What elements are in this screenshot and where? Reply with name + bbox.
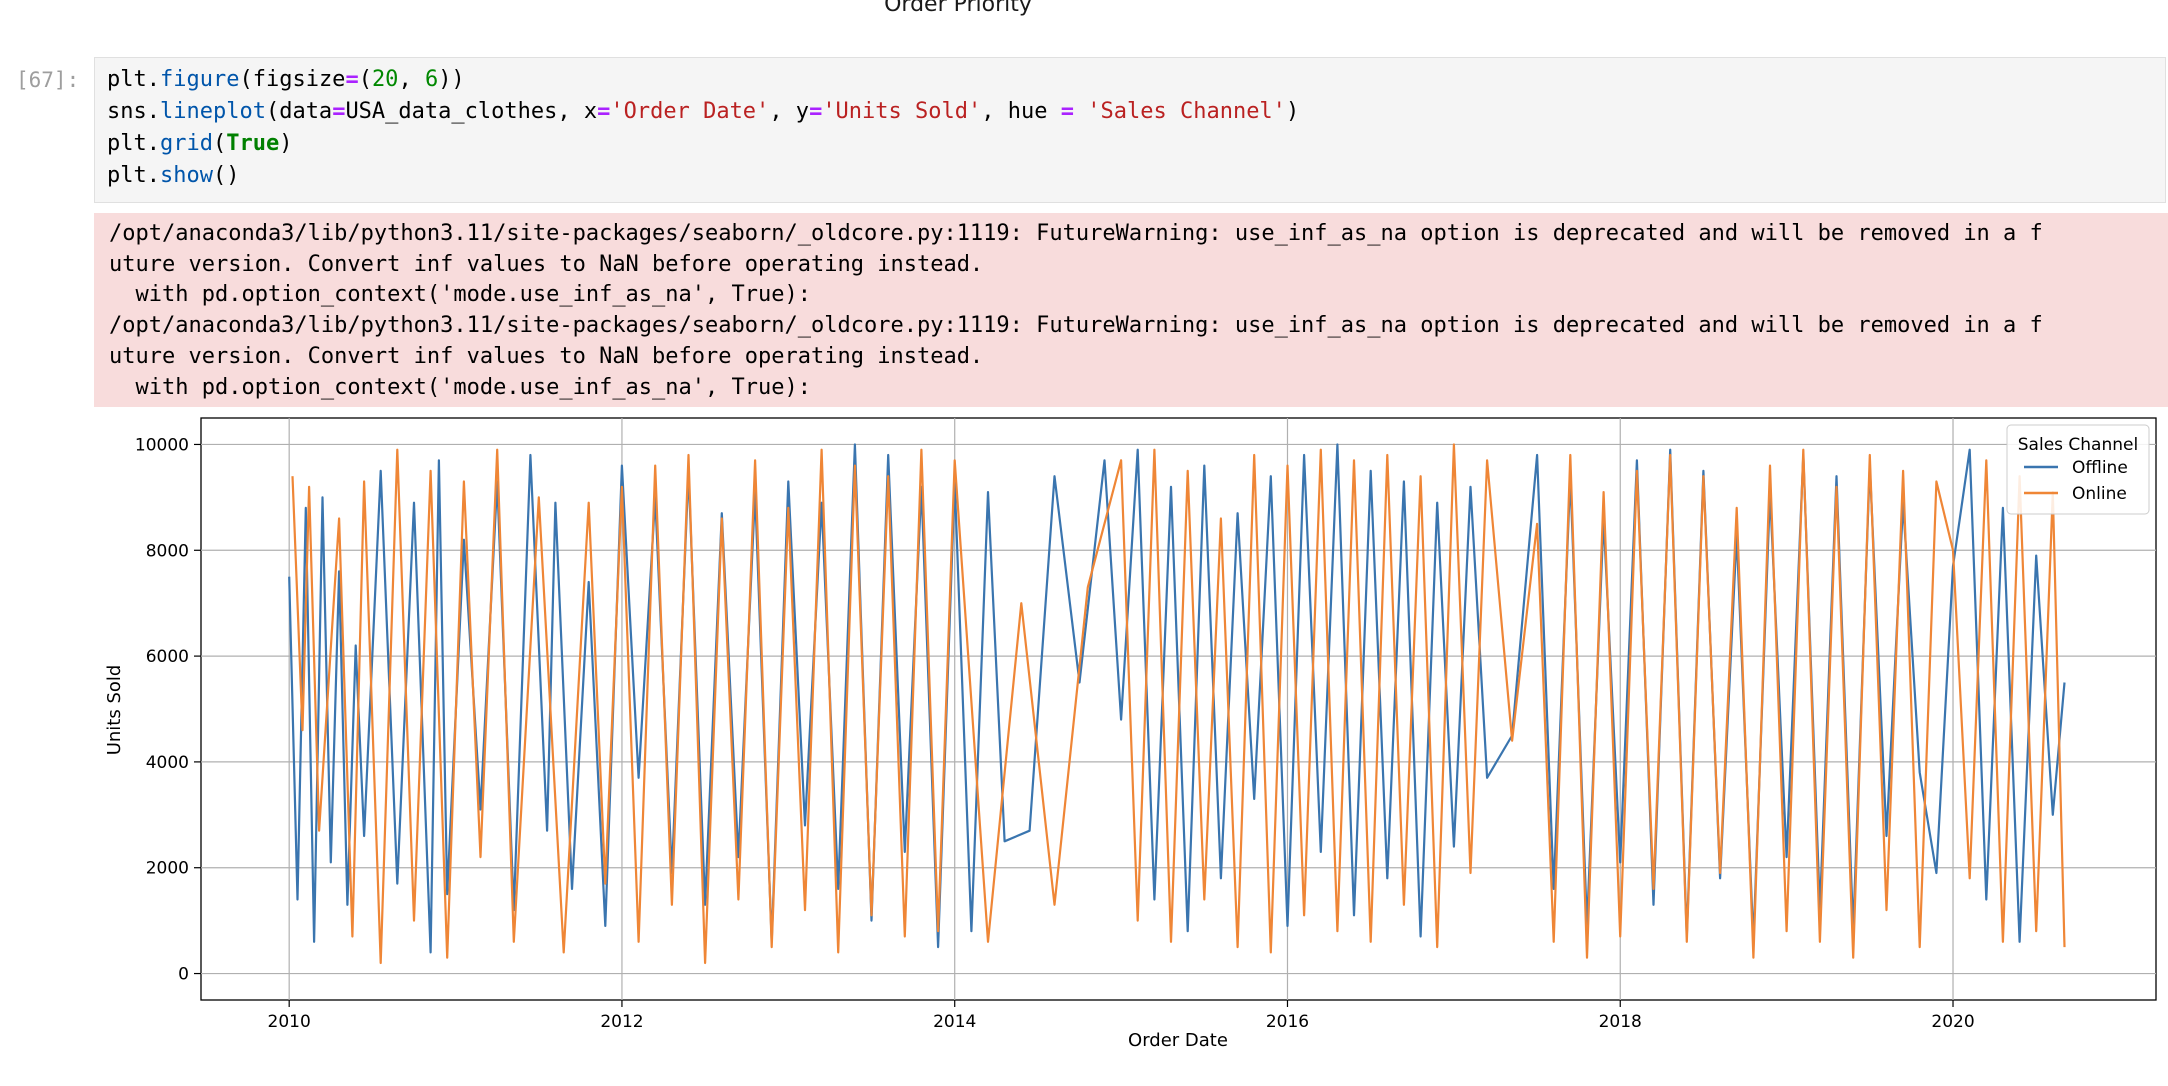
line-chart: 2010 2012 2014 2016 2018 2020 0 2000 4000 6000 80… (104, 417, 2157, 1051)
code-line-4: plt.show() (107, 163, 240, 188)
warning-line: /opt/anaconda3/lib/python3.11/site-packa… (109, 221, 2043, 246)
y-tick-label: 10000 (135, 435, 189, 455)
x-tick-label: 2012 (600, 1012, 643, 1032)
code-editor[interactable]: plt.figure(figsize=(20, 6)) sns.lineplot… (107, 64, 1299, 192)
code-line-1: plt.figure(figsize=(20, 6)) (107, 67, 465, 92)
x-tick-label: 2020 (1931, 1012, 1974, 1032)
x-tick-label: 2010 (268, 1012, 311, 1032)
y-tick-label: 2000 (146, 859, 189, 879)
previous-plot-title: Order Priority (884, 0, 1032, 17)
code-line-3: plt.grid(True) (107, 131, 293, 156)
y-tick-label: 4000 (146, 753, 189, 773)
series-lines (288, 443, 2066, 965)
warning-text: /opt/anaconda3/lib/python3.11/site-packa… (109, 219, 2043, 403)
x-axis-label: Order Date (1128, 1030, 1228, 1051)
legend-title: Sales Channel (2018, 435, 2138, 455)
y-tick-label: 0 (178, 965, 189, 985)
x-tick-label: 2014 (933, 1012, 976, 1032)
x-axis-ticks: 2010 2012 2014 2016 2018 2020 (268, 1000, 1975, 1032)
legend: Sales Channel Offline Online (2006, 424, 2150, 515)
x-tick-label: 2016 (1266, 1012, 1309, 1032)
x-tick-label: 2018 (1599, 1012, 1642, 1032)
legend-label-online: Online (2072, 484, 2127, 504)
series-line-online (291, 443, 2066, 965)
code-line-2: sns.lineplot(data=USA_data_clothes, x='O… (107, 99, 1300, 124)
y-axis-label: Units Sold (104, 665, 125, 756)
cell-prompt: [67]: (16, 68, 80, 92)
legend-label-offline: Offline (2072, 458, 2128, 478)
y-tick-label: 6000 (146, 647, 189, 667)
warning-line: uture version. Convert inf values to NaN… (109, 343, 984, 369)
y-tick-label: 8000 (146, 541, 189, 561)
stderr-output: /opt/anaconda3/lib/python3.11/site-packa… (94, 213, 2168, 407)
warning-line: with pd.option_context('mode.use_inf_as_… (109, 282, 811, 308)
warning-line: with pd.option_context('mode.use_inf_as_… (109, 374, 811, 400)
warning-line: /opt/anaconda3/lib/python3.11/site-packa… (109, 313, 2043, 339)
grid-lines (201, 418, 2156, 1000)
y-axis-ticks: 0 2000 4000 6000 8000 10000 (135, 435, 201, 985)
code-cell[interactable]: plt.figure(figsize=(20, 6)) sns.lineplot… (94, 57, 2166, 203)
warning-line: uture version. Convert inf values to NaN… (109, 251, 984, 277)
